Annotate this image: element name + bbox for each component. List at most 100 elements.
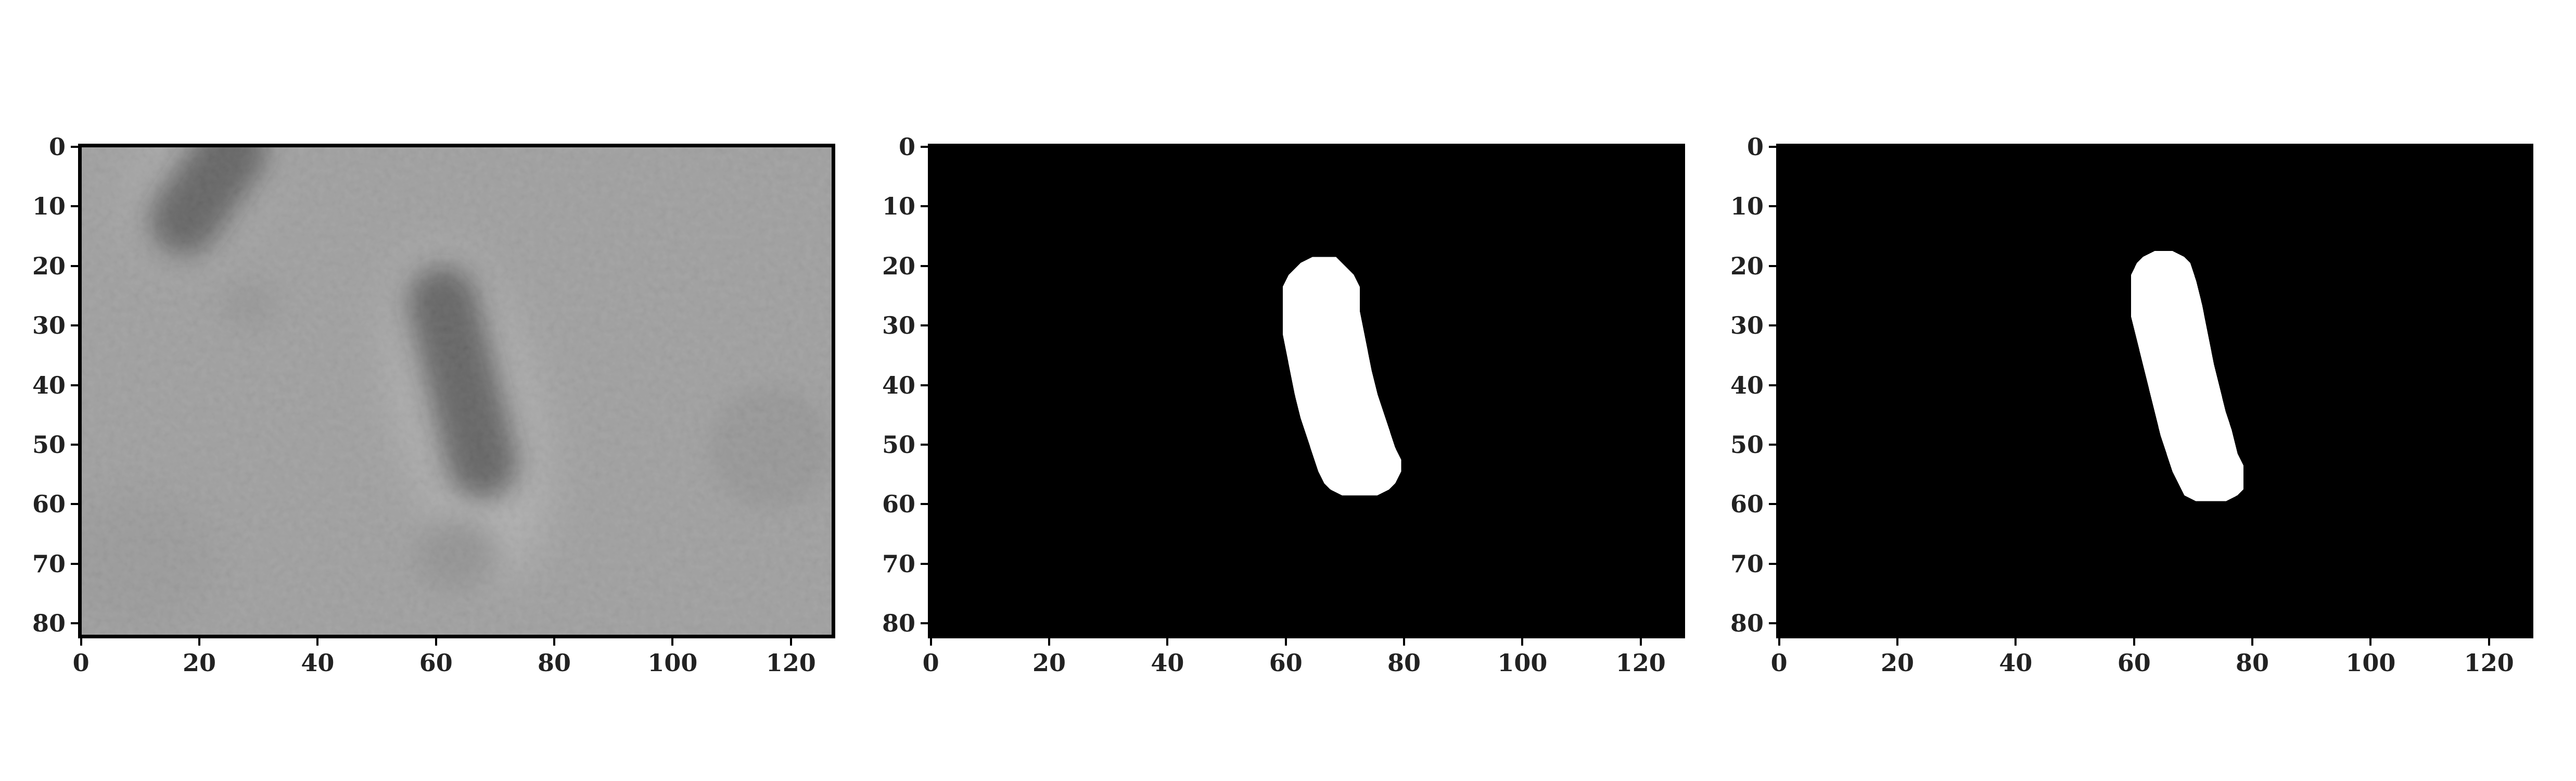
y-tick	[921, 324, 928, 327]
y-tick	[1769, 384, 1776, 386]
y-tick-label: 80	[32, 609, 66, 638]
x-tick	[929, 638, 932, 646]
x-tick	[1284, 638, 1287, 646]
y-tick-label: 80	[1730, 609, 1764, 638]
x-tick	[1048, 638, 1051, 646]
y-tick-label: 70	[32, 549, 66, 578]
x-tick-label: 0	[922, 649, 939, 677]
y-tick-label: 0	[898, 132, 915, 161]
x-tick	[2014, 638, 2017, 646]
y-tick	[1769, 145, 1776, 148]
y-tick-label: 0	[48, 132, 66, 161]
y-tick-label: 10	[882, 192, 915, 221]
x-tick	[2133, 638, 2135, 646]
panel-mask-a	[928, 144, 1685, 638]
y-tick-label: 40	[1730, 371, 1764, 399]
x-tick-label: 40	[1151, 649, 1184, 677]
x-tick-label: 40	[301, 649, 335, 677]
y-tick-label: 60	[1730, 490, 1764, 519]
x-tick	[1896, 638, 1899, 646]
y-tick	[921, 205, 928, 208]
y-tick	[1769, 622, 1776, 625]
x-tick-label: 100	[2345, 649, 2396, 677]
y-tick-label: 40	[32, 371, 66, 399]
y-tick	[71, 145, 78, 148]
y-tick-label: 60	[32, 490, 66, 519]
y-tick-label: 60	[882, 490, 915, 519]
y-tick	[1769, 444, 1776, 446]
y-tick	[921, 562, 928, 565]
x-tick-label: 0	[72, 649, 90, 677]
x-tick-label: 100	[647, 649, 698, 677]
x-tick-label: 60	[1269, 649, 1303, 677]
raw-microscopy-image	[78, 144, 835, 638]
x-tick	[316, 638, 319, 646]
segmentation-mask-b	[1776, 144, 2533, 638]
y-tick-label: 20	[32, 251, 66, 280]
y-tick	[71, 444, 78, 446]
x-tick-label: 120	[2464, 649, 2514, 677]
y-tick-label: 40	[882, 371, 915, 399]
y-tick	[1769, 264, 1776, 267]
x-tick	[80, 638, 82, 646]
x-tick-label: 80	[1387, 649, 1421, 677]
y-tick-label: 50	[1730, 431, 1764, 459]
x-tick-label: 120	[1615, 649, 1666, 677]
x-tick-label: 60	[2117, 649, 2151, 677]
segmentation-mask-a	[928, 144, 1685, 638]
y-tick-label: 10	[32, 192, 66, 221]
y-tick-label: 10	[1730, 192, 1764, 221]
y-tick	[71, 205, 78, 208]
x-tick	[1778, 638, 1780, 646]
mask-a-region	[1283, 257, 1401, 496]
y-tick	[921, 503, 928, 506]
y-tick	[921, 264, 928, 267]
x-tick	[2251, 638, 2254, 646]
mask-b-region	[2131, 251, 2244, 501]
x-tick	[1166, 638, 1169, 646]
x-tick	[198, 638, 201, 646]
x-tick-label: 20	[1032, 649, 1066, 677]
y-tick	[71, 503, 78, 506]
x-tick	[553, 638, 556, 646]
y-tick-label: 50	[32, 431, 66, 459]
y-tick	[1769, 562, 1776, 565]
x-tick	[1521, 638, 1524, 646]
x-tick-label: 80	[538, 649, 571, 677]
y-tick	[1769, 503, 1776, 506]
x-tick-label: 60	[419, 649, 453, 677]
y-tick	[921, 384, 928, 386]
panel-mask-b	[1776, 144, 2533, 638]
panel-raw-image	[78, 144, 835, 638]
y-tick	[921, 444, 928, 446]
y-tick	[921, 622, 928, 625]
y-tick-label: 80	[882, 609, 915, 638]
y-tick	[71, 324, 78, 327]
y-tick-label: 70	[1730, 549, 1764, 578]
x-tick	[671, 638, 674, 646]
y-tick	[71, 384, 78, 386]
x-tick	[1639, 638, 1642, 646]
y-tick-label: 20	[882, 251, 915, 280]
x-tick	[1403, 638, 1406, 646]
y-tick	[1769, 324, 1776, 327]
y-tick	[71, 562, 78, 565]
y-tick-label: 30	[1730, 311, 1764, 340]
y-tick	[71, 622, 78, 625]
y-tick-label: 20	[1730, 251, 1764, 280]
x-tick	[789, 638, 792, 646]
y-tick	[921, 145, 928, 148]
y-tick-label: 50	[882, 431, 915, 459]
x-tick-label: 100	[1497, 649, 1548, 677]
x-tick-label: 40	[1999, 649, 2033, 677]
x-tick-label: 20	[1881, 649, 1915, 677]
x-tick	[435, 638, 437, 646]
x-tick-label: 120	[766, 649, 816, 677]
y-tick-label: 0	[1746, 132, 1764, 161]
y-tick-label: 70	[882, 549, 915, 578]
y-tick	[1769, 205, 1776, 208]
x-tick	[2488, 638, 2490, 646]
y-tick-label: 30	[32, 311, 66, 340]
y-tick-label: 30	[882, 311, 915, 340]
x-tick-label: 80	[2236, 649, 2269, 677]
